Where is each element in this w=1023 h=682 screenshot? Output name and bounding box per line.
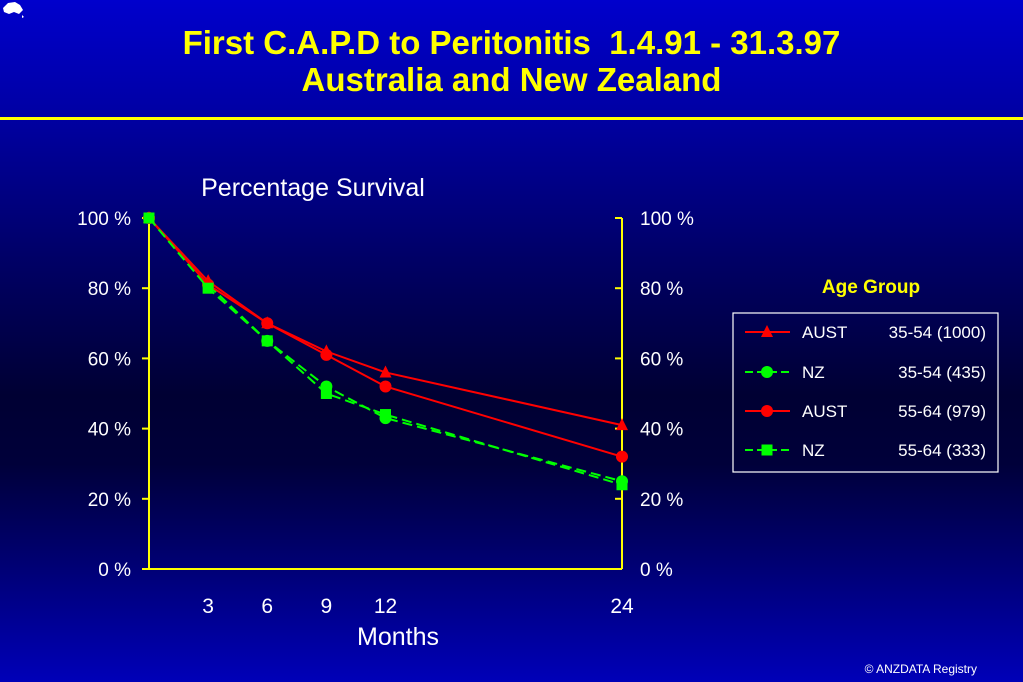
y-tick-label-left: 0 % — [98, 560, 131, 581]
legend-label-1-range: 35-54 (1000) — [889, 323, 986, 342]
y-tick-label-left: 100 % — [77, 209, 131, 230]
legend-marker-3 — [761, 405, 773, 417]
series-line-2 — [148, 217, 623, 483]
y-tick-label-left: 20 % — [88, 490, 131, 511]
legend-title: Age Group — [822, 277, 920, 298]
x-tick-label: 3 — [202, 595, 214, 618]
y-tick-label-right: 80 % — [640, 279, 683, 300]
legend-label-4-range: 55-64 (333) — [898, 441, 986, 460]
y-tick-label-right: 100 % — [640, 209, 694, 230]
legend-label-3-range: 55-64 (979) — [898, 402, 986, 421]
series-3-point — [261, 317, 274, 330]
series-line-1 — [148, 217, 623, 427]
x-tick-label: 24 — [610, 595, 634, 618]
footer-copyright: © ANZDATA Registry — [864, 662, 977, 676]
y-tick-label-left: 40 % — [88, 420, 131, 441]
series-3-point — [379, 380, 392, 393]
legend-marker-2 — [761, 366, 773, 378]
y-tick-label-right: 60 % — [640, 349, 683, 370]
y-tick-label-right: 0 % — [640, 560, 673, 581]
legend-label-2-group: NZ — [802, 363, 825, 382]
legend-label-4-group: NZ — [802, 441, 825, 460]
series-4-point — [202, 282, 214, 294]
y-tick-label-right: 20 % — [640, 490, 683, 511]
legend-marker-4 — [761, 444, 773, 456]
legend-label-3-group: AUST — [802, 402, 847, 421]
anzdata-logo — [3, 2, 24, 18]
series-4-point — [143, 212, 155, 224]
title-line-1: First C.A.P.D to Peritonitis 1.4.91 - 31… — [182, 24, 841, 61]
legend-label-1-group: AUST — [802, 323, 847, 342]
series-4-point — [380, 409, 391, 421]
legend-label-2-range: 35-54 (435) — [898, 363, 986, 382]
y-tick-label-left: 60 % — [88, 349, 131, 370]
series-4-point — [616, 479, 628, 491]
x-tick-label: 12 — [374, 595, 397, 618]
series-4-point — [261, 335, 273, 347]
y-tick-label-right: 40 % — [640, 420, 683, 441]
slide-title: First C.A.P.D to Peritonitis 1.4.91 - 31… — [0, 24, 1023, 98]
legend-marker-1 — [761, 325, 773, 337]
y-tick-label-left: 80 % — [88, 279, 131, 300]
title-divider — [0, 117, 1023, 120]
x-axis-label: Months — [357, 623, 439, 651]
x-tick-label: 9 — [321, 595, 333, 618]
series-1-point — [379, 365, 392, 378]
chart-title: Percentage Survival — [201, 174, 425, 202]
series-1-point — [616, 418, 628, 431]
x-tick-label: 6 — [261, 595, 273, 618]
series-4-point — [320, 388, 332, 399]
legend-box — [732, 312, 999, 473]
series-3-point — [616, 450, 628, 463]
title-line-2: Australia and New Zealand — [301, 61, 722, 98]
series-3-point — [320, 348, 333, 361]
series-line-4 — [148, 217, 623, 486]
series-line-3 — [148, 217, 623, 458]
